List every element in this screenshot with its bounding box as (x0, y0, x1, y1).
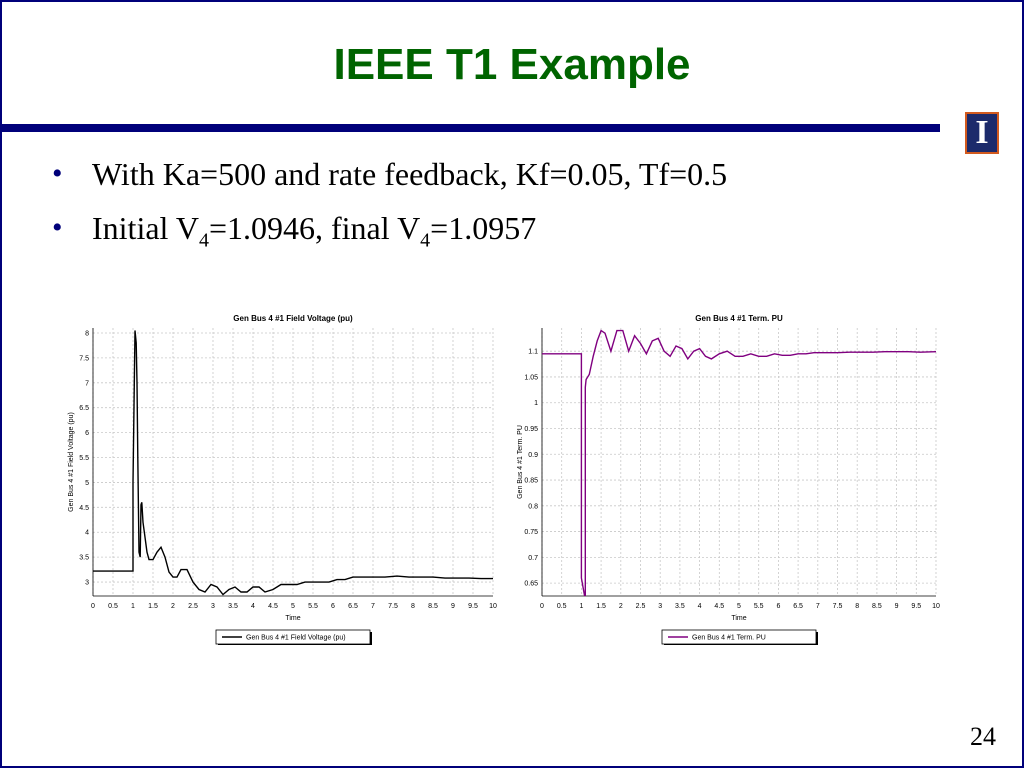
y-tick-label: 4 (85, 530, 89, 537)
x-tick-label: 6.5 (348, 603, 358, 610)
university-logo: I (965, 112, 999, 154)
x-tick-label: 0 (540, 603, 544, 610)
x-tick-label: 1 (131, 603, 135, 610)
y-tick-label: 8 (85, 330, 89, 337)
bullet-2-part-3: =1.0957 (430, 210, 537, 246)
y-tick-label: 0.65 (524, 581, 538, 588)
x-tick-label: 7.5 (388, 603, 398, 610)
terminal-voltage-chart: Gen Bus 4 #1 Term. PU 0 0.5 1 1.5 2 2.5 3 3.5 4 4.… (517, 314, 940, 645)
x-tick-label: 3 (211, 603, 215, 610)
legend-label: Gen Bus 4 #1 Term. PU (692, 635, 766, 642)
x-tick-label: 8 (855, 603, 859, 610)
y-tick-label: 0.85 (524, 478, 538, 485)
x-tick-label: 7 (816, 603, 820, 610)
x-tick-label: 10 (932, 603, 940, 610)
field-voltage-chart: Gen Bus 4 #1 Field Voltage (pu) 0 0.5 1 1.5 2… (68, 314, 497, 645)
x-tick-label: 5 (291, 603, 295, 610)
x-tick-label: 9.5 (468, 603, 478, 610)
x-tick-label: 0.5 (108, 603, 118, 610)
chart-title: Gen Bus 4 #1 Term. PU (695, 314, 783, 323)
y-tick-label: 5 (85, 480, 89, 487)
x-axis-label: Time (731, 615, 746, 622)
bullet-dot-icon: • (52, 211, 63, 244)
x-tick-label: 10 (489, 603, 497, 610)
y-tick-label: 1.1 (528, 349, 538, 356)
x-tick-label: 3 (658, 603, 662, 610)
x-tick-label: 2.5 (188, 603, 198, 610)
x-tick-label: 9 (895, 603, 899, 610)
x-tick-label: 0.5 (557, 603, 567, 610)
x-tick-label: 5 (737, 603, 741, 610)
legend-label: Gen Bus 4 #1 Field Voltage (pu) (246, 635, 346, 642)
x-tick-label: 6 (776, 603, 780, 610)
y-tick-label: 1 (534, 400, 538, 407)
y-tick-label: 3 (85, 580, 89, 587)
y-tick-label: 7 (85, 380, 89, 387)
y-axis-label: Gen Bus 4 #1 Term. PU (517, 425, 524, 499)
bullet-2-part-2: =1.0946, final V (208, 210, 421, 246)
x-tick-label: 2.5 (636, 603, 646, 610)
x-tick-label: 7.5 (833, 603, 843, 610)
y-tick-label: 7.5 (79, 355, 89, 362)
chart-title: Gen Bus 4 #1 Field Voltage (pu) (233, 314, 353, 323)
y-tick-label: 0.95 (524, 426, 538, 433)
y-tick-label: 1.05 (524, 374, 538, 381)
x-tick-label: 1.5 (596, 603, 606, 610)
y-tick-label: 3.5 (79, 555, 89, 562)
page-number: 24 (970, 722, 996, 751)
x-tick-label: 4.5 (268, 603, 278, 610)
x-tick-label: 1.5 (148, 603, 158, 610)
x-tick-label: 2 (171, 603, 175, 610)
x-axis-label: Time (285, 615, 300, 622)
x-tick-label: 3.5 (675, 603, 685, 610)
x-tick-label: 4 (251, 603, 255, 610)
x-tick-label: 8 (411, 603, 415, 610)
y-tick-label: 6 (85, 430, 89, 437)
y-tick-label: 0.75 (524, 529, 538, 536)
bullet-dot-icon: • (52, 157, 63, 190)
bullet-2-part-1: Initial V (92, 210, 199, 246)
y-tick-label: 0.8 (528, 503, 538, 510)
x-tick-label: 9.5 (911, 603, 921, 610)
x-tick-label: 2 (619, 603, 623, 610)
x-tick-label: 5.5 (754, 603, 764, 610)
x-tick-label: 0 (91, 603, 95, 610)
title-rule (0, 124, 940, 132)
x-tick-label: 4 (698, 603, 702, 610)
slide-title: IEEE T1 Example (333, 40, 691, 89)
y-axis-label: Gen Bus 4 #1 Field Voltage (pu) (68, 412, 75, 512)
bullet-text-1: With Ka=500 and rate feedback, Kf=0.05, … (92, 156, 728, 192)
x-tick-label: 4.5 (714, 603, 724, 610)
logo-letter: I (975, 114, 989, 151)
x-tick-label: 6.5 (793, 603, 803, 610)
x-tick-label: 5.5 (308, 603, 318, 610)
bullet-text-2: Initial V4=1.0946, final V4=1.0957 (92, 204, 536, 264)
y-tick-label: 5.5 (79, 455, 89, 462)
bullet-2-subscript-1: 4 (198, 229, 209, 252)
y-tick-label: 6.5 (79, 405, 89, 412)
y-tick-label: 0.7 (528, 555, 538, 562)
series-line (542, 329, 936, 596)
x-tick-label: 9 (451, 603, 455, 610)
y-tick-label: 4.5 (79, 505, 89, 512)
bullet-2-subscript-2: 4 (420, 229, 431, 252)
x-tick-label: 1 (579, 603, 583, 610)
x-tick-label: 7 (371, 603, 375, 610)
series-line (93, 330, 493, 596)
x-tick-label: 6 (331, 603, 335, 610)
x-tick-label: 8.5 (872, 603, 882, 610)
y-tick-label: 0.9 (528, 452, 538, 459)
legend-box (215, 629, 371, 645)
legend-box (661, 629, 817, 645)
x-tick-label: 3.5 (228, 603, 238, 610)
x-tick-label: 8.5 (428, 603, 438, 610)
